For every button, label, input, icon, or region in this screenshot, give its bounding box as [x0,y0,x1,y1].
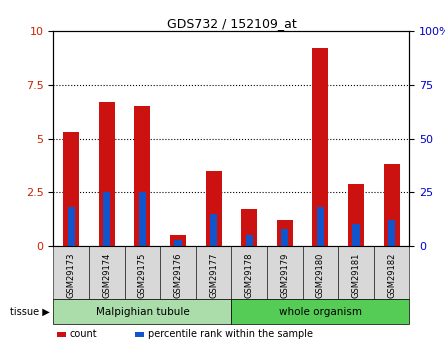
FancyBboxPatch shape [125,246,160,299]
Text: percentile rank within the sample: percentile rank within the sample [148,329,313,339]
Text: GSM29173: GSM29173 [67,253,76,298]
Bar [388,220,395,246]
Text: whole organism: whole organism [279,307,362,317]
Bar [246,235,253,246]
FancyBboxPatch shape [338,246,374,299]
FancyBboxPatch shape [374,246,409,299]
Bar [281,229,288,246]
Bar [312,48,328,246]
Bar [206,171,222,246]
Bar [139,192,146,246]
Bar [174,239,182,246]
Text: GSM29180: GSM29180 [316,253,325,298]
Bar [99,102,115,246]
Bar [241,209,257,246]
Bar [170,235,186,246]
Text: tissue ▶: tissue ▶ [10,307,50,317]
Text: GSM29177: GSM29177 [209,253,218,298]
FancyBboxPatch shape [267,246,303,299]
Bar [317,207,324,246]
Text: GSM29179: GSM29179 [280,253,289,298]
Bar [277,220,293,246]
FancyBboxPatch shape [89,246,125,299]
Text: GSM29175: GSM29175 [138,253,147,298]
FancyBboxPatch shape [53,246,89,299]
Bar [103,192,110,246]
Bar [210,214,217,246]
FancyBboxPatch shape [231,246,267,299]
Bar [63,132,79,246]
Bar [352,225,360,246]
FancyBboxPatch shape [231,299,409,324]
Bar [135,332,144,337]
Bar [134,106,150,246]
FancyBboxPatch shape [160,246,196,299]
FancyBboxPatch shape [53,299,231,324]
Text: count: count [69,329,97,339]
Bar [348,184,364,246]
Text: GSM29182: GSM29182 [387,253,396,298]
Bar [68,207,75,246]
FancyBboxPatch shape [196,246,231,299]
Text: GSM29178: GSM29178 [245,253,254,298]
Text: GSM29176: GSM29176 [174,253,182,298]
Bar [57,332,66,337]
Text: GSM29174: GSM29174 [102,253,111,298]
Text: GSM29181: GSM29181 [352,253,360,298]
Bar [384,164,400,246]
Text: Malpighian tubule: Malpighian tubule [96,307,189,317]
FancyBboxPatch shape [303,246,338,299]
Title: GDS732 / 152109_at: GDS732 / 152109_at [166,17,296,30]
